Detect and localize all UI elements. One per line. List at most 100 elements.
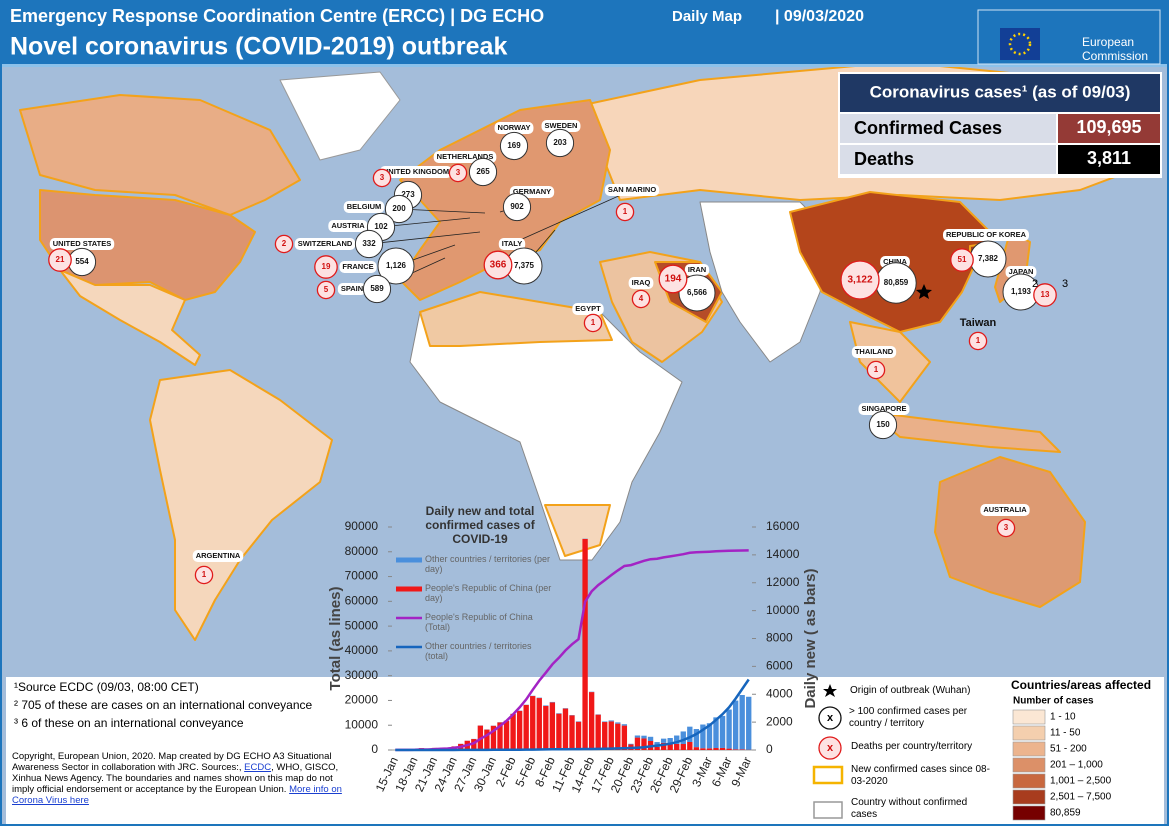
cases-circle xyxy=(502,192,532,222)
label-bg xyxy=(604,184,660,196)
country-label: SWITZERLAND xyxy=(298,239,353,248)
bar xyxy=(503,720,510,750)
bar xyxy=(543,705,549,706)
country-label: AUSTRIA xyxy=(331,221,365,230)
label-bg xyxy=(541,120,581,132)
legend-class-label: 2,501 – 7,500 xyxy=(1050,792,1112,803)
deaths-label: 19 xyxy=(322,262,331,271)
note: ¹Source ECDC (09/03, 08:00 CET) xyxy=(14,680,199,694)
legend-cases-circle xyxy=(818,706,842,730)
copyright: Copyright, European Union, 2020. Map cre… xyxy=(12,751,342,807)
y-tick-label: 30000 xyxy=(345,668,379,682)
y2-tick-label: 14000 xyxy=(766,547,800,561)
label-bg xyxy=(628,277,654,289)
country-label: CHINA xyxy=(883,257,907,266)
bar xyxy=(732,700,739,750)
deaths-label: 1 xyxy=(874,365,879,374)
cases-label: 554 xyxy=(75,257,89,266)
deaths-label: 194 xyxy=(665,274,682,285)
country-markers: UNITED STATES55421ARGENTINA1NORWAY169SWE… xyxy=(48,120,1068,585)
cases-circle xyxy=(354,229,384,259)
bar xyxy=(660,738,667,743)
y-tick-label: 20000 xyxy=(345,693,379,707)
country-label: SAN MARINO xyxy=(608,185,656,194)
country-label: FRANCE xyxy=(342,262,373,271)
cases-circle xyxy=(868,410,898,440)
label-bg xyxy=(379,166,453,178)
label-bg xyxy=(1005,266,1037,278)
legend-class-swatch xyxy=(1012,757,1046,773)
bar xyxy=(739,695,745,750)
country-label: SWEDEN xyxy=(545,121,578,130)
chart-legend-entry: People's Republic of China (per day) xyxy=(425,583,552,604)
label-bg xyxy=(684,264,710,276)
cases-circle xyxy=(384,194,414,224)
label-bg xyxy=(49,238,115,250)
summary-label-bg xyxy=(840,145,1056,174)
copyright-text: , WHO, GISCO, Xinhua News Agency. The bo… xyxy=(12,761,339,795)
header-title: Emergency Response Coordination Centre (… xyxy=(10,6,544,26)
bar xyxy=(654,746,660,750)
cases-circle xyxy=(545,128,575,158)
bar xyxy=(484,729,490,750)
chart-legend-entry: Other countries / territories (per day) xyxy=(425,554,551,575)
label-bg xyxy=(192,550,244,562)
copyright-text: Copyright, European Union, 2020. Map cre… xyxy=(12,751,332,773)
bar xyxy=(608,721,614,750)
legend-class-swatch xyxy=(1012,725,1046,741)
deaths-label: 1 xyxy=(623,207,628,216)
deaths-circle xyxy=(658,264,688,294)
deaths-circle xyxy=(483,250,513,280)
deaths-label: 366 xyxy=(490,260,507,271)
label-bg xyxy=(343,201,385,213)
label-bg xyxy=(498,238,526,250)
cases-label: 1,126 xyxy=(386,261,407,270)
legend-symbol: x xyxy=(827,712,834,724)
footnote-mark: 2 xyxy=(1032,278,1038,290)
more-info-link[interactable]: More info on Corona Virus here xyxy=(12,783,342,806)
y2-tick-label: 2000 xyxy=(766,714,793,728)
label-bg xyxy=(942,229,1030,241)
line xyxy=(395,678,750,752)
bar xyxy=(641,735,647,739)
cases-circle xyxy=(678,274,716,312)
deaths-circle xyxy=(316,280,336,300)
bar xyxy=(700,748,706,750)
bar xyxy=(706,723,713,749)
landmass xyxy=(19,61,1161,641)
summary-head-bg xyxy=(840,74,1160,112)
legend-class-swatch xyxy=(1012,741,1046,757)
summary-title: Coronavirus cases¹ (as of 09/03) xyxy=(870,82,1131,101)
legend-class-label: 1,001 – 2,500 xyxy=(1050,776,1112,787)
cases-label: 80,859 xyxy=(884,278,909,287)
legend-classes-subtitle: Number of cases xyxy=(1013,696,1094,707)
y-tick-label: 0 xyxy=(371,742,378,756)
deaths-label: 3 xyxy=(1004,523,1009,532)
ecdc-link[interactable]: ECDC xyxy=(244,761,272,773)
cases-label: 7,375 xyxy=(514,261,535,270)
bar xyxy=(530,696,536,750)
country-label: JAPAN xyxy=(1009,267,1034,276)
bar xyxy=(687,726,693,742)
bar xyxy=(732,749,739,750)
bar xyxy=(667,738,673,745)
cases-label: 7,382 xyxy=(978,254,999,263)
deaths-circle xyxy=(840,260,880,300)
bar xyxy=(471,739,477,750)
deaths-label: 1 xyxy=(202,570,207,579)
legend-class-swatch xyxy=(1012,709,1046,725)
deaths-label: 2 xyxy=(282,239,287,248)
summary-label-bg xyxy=(840,114,1056,143)
summary-box: Coronavirus cases¹ (as of 09/03) Confirm… xyxy=(838,72,1162,178)
leader-line xyxy=(368,231,481,245)
label-bg xyxy=(494,122,534,134)
cases-label: 332 xyxy=(362,239,376,248)
deaths-circle xyxy=(615,202,635,222)
y2-tick-label: 10000 xyxy=(766,603,800,617)
legend-class-swatch xyxy=(1012,789,1046,805)
legend-deaths-circle xyxy=(818,736,842,760)
deaths-label: 3,122 xyxy=(847,275,872,286)
legend-swatch xyxy=(396,586,422,592)
country-label: Taiwan xyxy=(960,317,997,329)
